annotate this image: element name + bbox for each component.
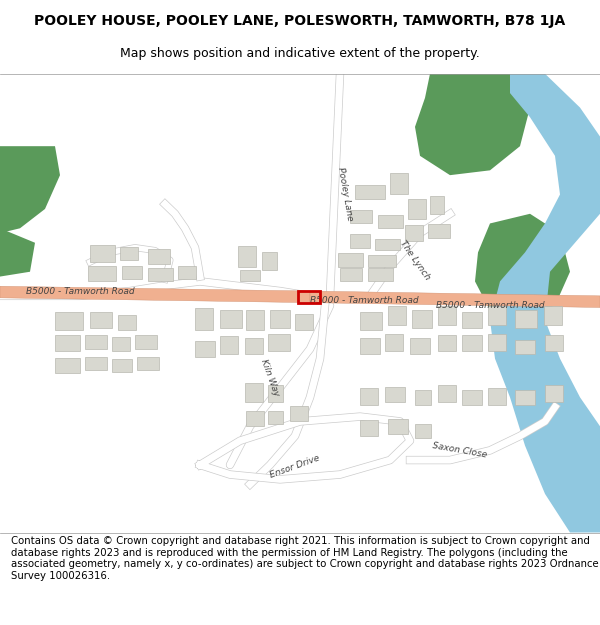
Bar bbox=[385, 387, 405, 402]
Bar bbox=[55, 357, 80, 373]
Bar bbox=[415, 389, 431, 405]
Bar bbox=[515, 311, 537, 328]
Polygon shape bbox=[415, 74, 530, 175]
Bar bbox=[368, 268, 393, 281]
Bar bbox=[355, 185, 385, 199]
Bar bbox=[220, 336, 238, 354]
Bar bbox=[350, 234, 370, 248]
Bar bbox=[412, 311, 432, 328]
Bar bbox=[415, 424, 431, 438]
Polygon shape bbox=[490, 74, 600, 532]
Bar bbox=[118, 315, 136, 329]
Bar bbox=[178, 266, 196, 279]
Bar bbox=[135, 336, 157, 349]
Text: Pooley Lane: Pooley Lane bbox=[336, 167, 354, 222]
Bar bbox=[90, 312, 112, 328]
Bar bbox=[388, 419, 408, 434]
Bar bbox=[137, 357, 159, 370]
Bar bbox=[85, 334, 107, 349]
Bar bbox=[295, 314, 313, 329]
Bar bbox=[488, 306, 506, 325]
Bar bbox=[268, 334, 290, 351]
Bar bbox=[268, 385, 283, 402]
Bar bbox=[390, 173, 408, 194]
Bar bbox=[515, 389, 535, 405]
Polygon shape bbox=[0, 146, 60, 233]
Bar bbox=[428, 224, 450, 238]
Bar bbox=[262, 253, 277, 270]
Text: Saxon Close: Saxon Close bbox=[432, 441, 488, 459]
Text: B5000 - Tamworth Road: B5000 - Tamworth Road bbox=[436, 301, 544, 310]
Polygon shape bbox=[0, 286, 310, 302]
Bar bbox=[148, 249, 170, 264]
Bar bbox=[298, 291, 320, 302]
Text: Ensor Drive: Ensor Drive bbox=[269, 454, 321, 480]
Bar bbox=[195, 341, 215, 357]
Bar bbox=[220, 311, 242, 328]
Bar bbox=[462, 312, 482, 328]
Text: The Lynch: The Lynch bbox=[398, 239, 432, 282]
Text: B5000 - Tamworth Road: B5000 - Tamworth Road bbox=[310, 296, 419, 305]
Bar bbox=[268, 411, 283, 424]
Bar bbox=[350, 210, 372, 224]
Bar bbox=[340, 268, 362, 281]
Bar bbox=[360, 421, 378, 436]
Bar bbox=[462, 336, 482, 351]
Text: POOLEY HOUSE, POOLEY LANE, POLESWORTH, TAMWORTH, B78 1JA: POOLEY HOUSE, POOLEY LANE, POLESWORTH, T… bbox=[34, 14, 566, 28]
Bar bbox=[112, 359, 132, 372]
Text: Map shows position and indicative extent of the property.: Map shows position and indicative extent… bbox=[120, 47, 480, 59]
Bar bbox=[488, 334, 506, 351]
Bar bbox=[408, 199, 426, 219]
Bar bbox=[405, 226, 423, 241]
Bar bbox=[85, 357, 107, 370]
Bar bbox=[545, 385, 563, 402]
Text: B5000 - Tamworth Road: B5000 - Tamworth Road bbox=[26, 286, 134, 296]
Polygon shape bbox=[475, 214, 570, 320]
Bar bbox=[388, 306, 406, 325]
Bar bbox=[195, 308, 213, 329]
Bar bbox=[368, 256, 396, 267]
Bar bbox=[338, 253, 363, 267]
Bar bbox=[438, 385, 456, 402]
Bar bbox=[88, 266, 116, 281]
Bar bbox=[270, 311, 290, 328]
Bar bbox=[245, 382, 263, 402]
Bar bbox=[120, 247, 138, 260]
Bar bbox=[246, 311, 264, 329]
Bar bbox=[544, 306, 562, 325]
Bar bbox=[55, 312, 83, 329]
Bar bbox=[410, 338, 430, 354]
Bar bbox=[430, 196, 444, 214]
Bar bbox=[148, 268, 173, 281]
Bar bbox=[385, 334, 403, 351]
Bar bbox=[375, 239, 400, 251]
Bar bbox=[360, 312, 382, 329]
Bar bbox=[515, 340, 535, 354]
Text: Contains OS data © Crown copyright and database right 2021. This information is : Contains OS data © Crown copyright and d… bbox=[11, 536, 598, 581]
Bar bbox=[360, 388, 378, 405]
Bar bbox=[378, 215, 403, 228]
Bar bbox=[122, 266, 142, 279]
Bar bbox=[438, 336, 456, 351]
Bar bbox=[462, 389, 482, 405]
Bar bbox=[488, 388, 506, 405]
Bar bbox=[238, 246, 256, 267]
Bar bbox=[290, 406, 308, 421]
Bar bbox=[55, 336, 80, 351]
Bar bbox=[90, 245, 115, 262]
Text: Kiln Way: Kiln Way bbox=[259, 358, 281, 398]
Bar bbox=[545, 336, 563, 351]
Bar bbox=[438, 306, 456, 325]
Bar bbox=[360, 338, 380, 354]
Bar bbox=[240, 270, 260, 281]
Bar bbox=[246, 411, 264, 426]
Polygon shape bbox=[0, 228, 35, 277]
Polygon shape bbox=[310, 291, 600, 308]
Bar bbox=[245, 338, 263, 354]
Bar bbox=[112, 338, 130, 351]
